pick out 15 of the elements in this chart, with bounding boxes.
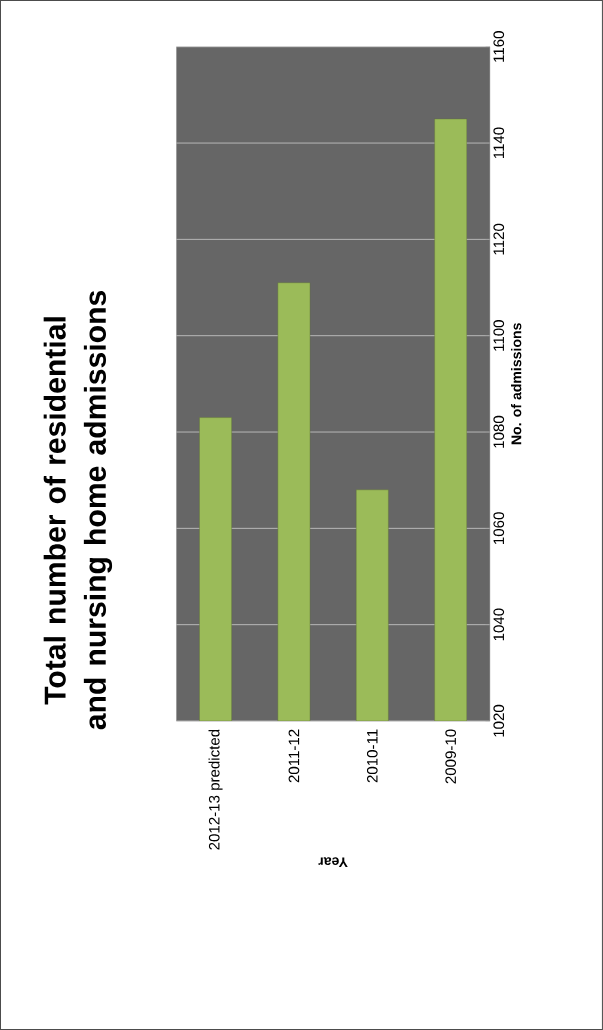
y-axis-title: No. of admissions (511, 323, 522, 445)
y-tick-label: 1120 (493, 223, 505, 255)
x-tick-label: 2010-11 (367, 729, 378, 783)
y-tick-label: 1060 (493, 512, 505, 544)
y-tick-label: 1080 (493, 415, 505, 448)
y-tick-label: 1040 (493, 608, 505, 641)
text: Total number of residential and nursing home admissions (43, 290, 113, 730)
x-tick-label: 2009-10 (445, 729, 457, 784)
y-tick-label: 1100 (493, 320, 505, 351)
x-axis-title: Year (318, 857, 348, 868)
y-tick-label: 1160 (493, 31, 505, 62)
y-tick-label: 1020 (493, 704, 505, 737)
x-tick-label: 2011-12 (288, 729, 300, 783)
y-tick-label: 1140 (493, 127, 505, 159)
x-tick-label: 2012-13 predicted (208, 729, 223, 850)
